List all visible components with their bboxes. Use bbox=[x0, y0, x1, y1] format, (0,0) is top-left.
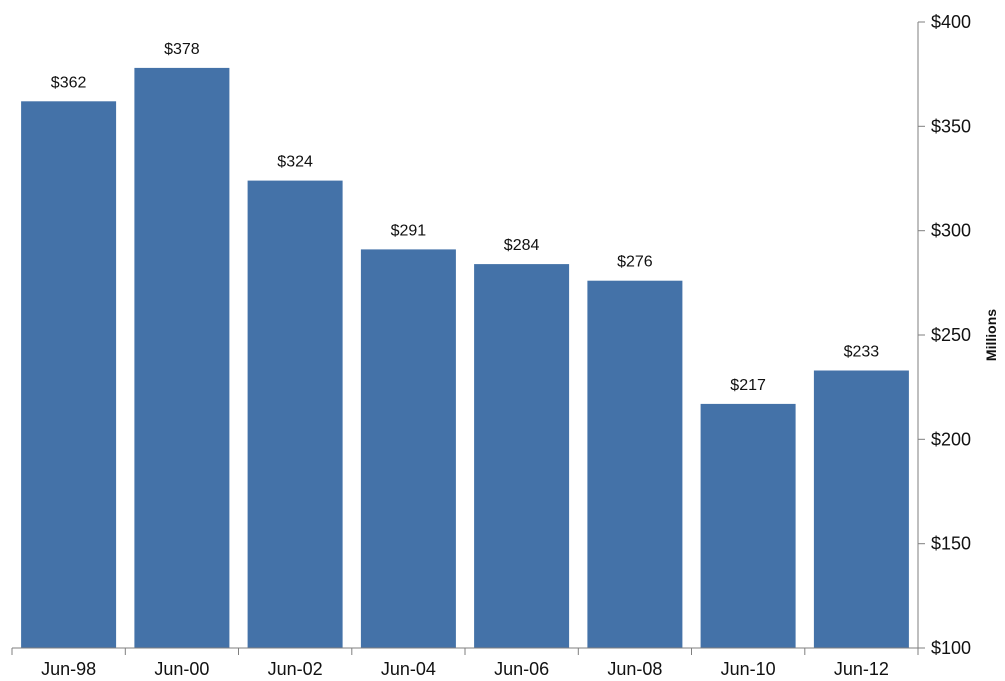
data-label-jun-06: $284 bbox=[504, 237, 540, 254]
y-axis-title: Millions bbox=[983, 309, 999, 361]
x-axis: Jun-98 Jun-00 Jun-02 Jun-04 Jun-06 Jun-08 Jun-… bbox=[11, 647, 919, 679]
y-tick-label-250: $250 bbox=[931, 325, 971, 345]
data-label-jun-98: $362 bbox=[51, 74, 87, 91]
x-tick-label-jun-98: Jun-98 bbox=[41, 659, 96, 679]
data-label-jun-08: $276 bbox=[617, 254, 653, 271]
bar-jun-10 bbox=[700, 403, 796, 648]
bar-jun-12 bbox=[813, 370, 909, 648]
bar-jun-04 bbox=[360, 249, 456, 648]
x-tick-label-jun-10: Jun-10 bbox=[721, 659, 776, 679]
bar-jun-06 bbox=[474, 264, 570, 648]
y-tick-label-150: $150 bbox=[931, 534, 971, 554]
x-tick-label-jun-00: Jun-00 bbox=[154, 659, 209, 679]
data-label-jun-00: $378 bbox=[164, 41, 200, 58]
y-tick-label-400: $400 bbox=[931, 12, 971, 32]
data-label-jun-04: $291 bbox=[391, 222, 427, 239]
data-label-jun-12: $233 bbox=[844, 344, 880, 361]
y-tick-label-300: $300 bbox=[931, 221, 971, 241]
y-tick-label-200: $200 bbox=[931, 429, 971, 449]
y-axis: $100 $150 $200 $250 $300 $350 $400 bbox=[917, 12, 971, 658]
data-label-jun-10: $217 bbox=[730, 377, 766, 394]
bar-jun-98 bbox=[21, 101, 117, 649]
x-tick-label-jun-06: Jun-06 bbox=[494, 659, 549, 679]
x-tick-label-jun-02: Jun-02 bbox=[268, 659, 323, 679]
data-label-jun-02: $324 bbox=[277, 154, 313, 171]
y-tick-label-350: $350 bbox=[931, 116, 971, 136]
x-tick-label-jun-04: Jun-04 bbox=[381, 659, 436, 679]
bars bbox=[21, 67, 909, 649]
bar-jun-00 bbox=[134, 67, 230, 648]
bar-jun-02 bbox=[247, 180, 343, 648]
bar-jun-08 bbox=[587, 280, 683, 648]
x-tick-label-jun-08: Jun-08 bbox=[607, 659, 662, 679]
x-tick-label-jun-12: Jun-12 bbox=[834, 659, 889, 679]
data-labels: $362 $378 $324 $291 $284 $276 $217 $233 bbox=[51, 41, 879, 394]
y-tick-label-100: $100 bbox=[931, 638, 971, 658]
